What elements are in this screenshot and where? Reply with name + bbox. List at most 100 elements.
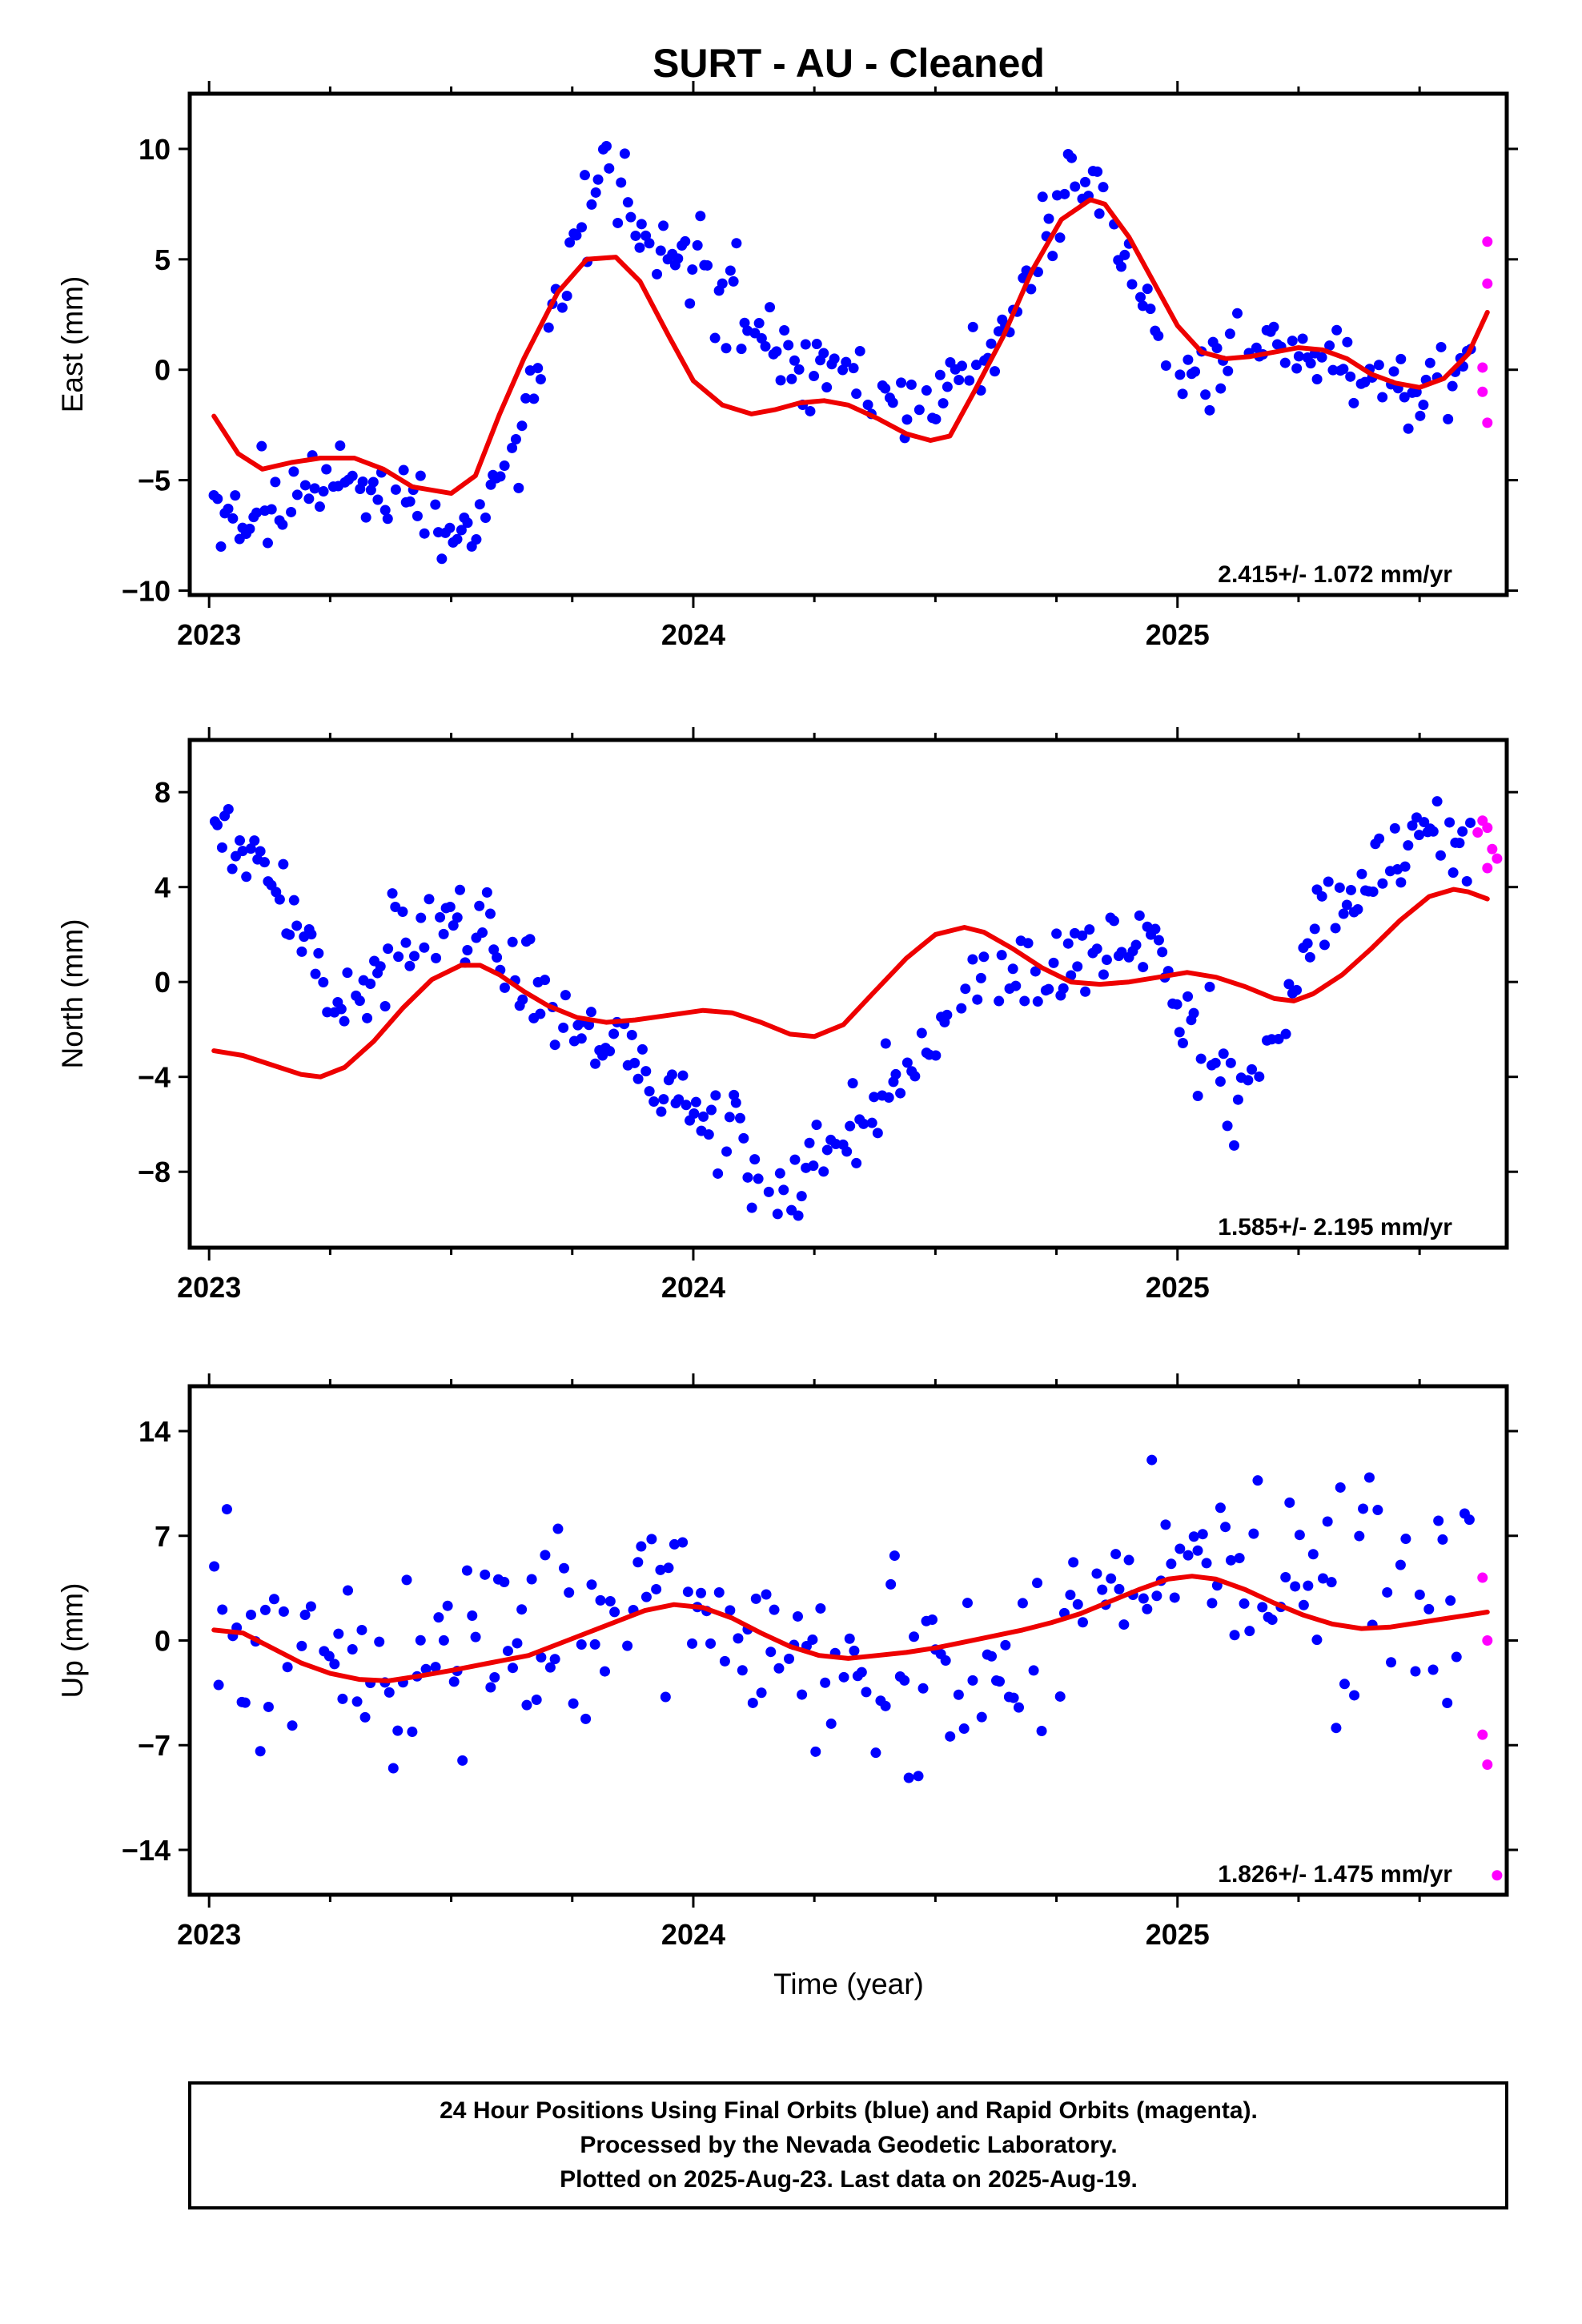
east-final-point	[495, 471, 506, 482]
up-final-point	[917, 1683, 929, 1694]
up-xtick-label: 2023	[177, 1918, 241, 1951]
east-final-point	[725, 265, 736, 276]
north-final-point	[1130, 939, 1142, 951]
up-final-point	[976, 1711, 987, 1723]
east-final-point	[930, 413, 942, 424]
up-final-point	[512, 1638, 523, 1649]
up-final-point	[1442, 1697, 1453, 1708]
east-final-point	[390, 484, 401, 495]
east-final-point	[444, 522, 456, 533]
east-final-point	[1115, 261, 1126, 272]
east-final-point	[1026, 283, 1037, 295]
up-final-point	[1138, 1593, 1149, 1604]
north-final-point	[1461, 875, 1472, 887]
up-final-point	[797, 1689, 808, 1700]
north-final-point	[1138, 962, 1149, 973]
east-final-point	[266, 504, 277, 515]
up-final-point	[1244, 1626, 1255, 1637]
up-final-point	[1280, 1572, 1291, 1583]
up-final-point	[913, 1771, 924, 1782]
north-ytick-label: 4	[155, 871, 171, 904]
up-final-point	[351, 1696, 363, 1707]
up-final-point	[838, 1671, 849, 1683]
up-final-point	[356, 1624, 367, 1635]
up-final-point	[442, 1600, 453, 1611]
north-final-point	[1174, 1027, 1185, 1038]
north-final-point	[1229, 1140, 1239, 1151]
east-final-point	[811, 339, 822, 350]
north-final-point	[1101, 955, 1112, 966]
north-final-point	[1171, 999, 1182, 1010]
north-final-point	[858, 1118, 869, 1129]
east-rapid-point	[1482, 278, 1493, 289]
up-final-point	[1326, 1577, 1337, 1588]
east-final-point	[783, 340, 794, 351]
east-final-point	[753, 318, 765, 329]
east-final-point	[634, 242, 645, 253]
up-final-point	[849, 1645, 860, 1656]
up-final-point	[1382, 1586, 1393, 1598]
up-plot-area	[209, 1454, 1503, 1881]
north-final-point	[1030, 966, 1041, 977]
up-final-point	[299, 1610, 311, 1621]
east-final-point	[262, 537, 273, 549]
east-final-point	[905, 379, 917, 390]
east-final-point	[535, 374, 546, 385]
up-final-point	[217, 1604, 228, 1615]
east-ytick-label: 10	[139, 133, 171, 166]
east-final-point	[1092, 166, 1103, 177]
up-final-point	[899, 1675, 910, 1686]
north-final-point	[972, 994, 983, 1005]
north-final-point	[1341, 899, 1352, 911]
up-final-point	[1036, 1725, 1047, 1736]
east-final-point	[658, 220, 669, 231]
north-final-point	[1080, 986, 1091, 997]
north-final-point	[1374, 833, 1385, 844]
up-final-point	[347, 1643, 358, 1655]
east-final-point	[277, 519, 288, 530]
north-final-point	[288, 895, 299, 906]
east-final-point	[1223, 365, 1234, 376]
up-final-point	[885, 1578, 897, 1590]
north-final-point	[1204, 981, 1215, 992]
north-final-point	[1007, 963, 1018, 975]
up-final-point	[1372, 1505, 1383, 1516]
east-final-point	[1293, 351, 1304, 362]
up-final-point	[1065, 1590, 1076, 1601]
north-final-point	[227, 863, 238, 875]
up-model-curve	[211, 1574, 1490, 1683]
up-final-point	[420, 1663, 432, 1675]
north-final-point	[558, 1022, 569, 1033]
east-final-point	[372, 494, 383, 505]
north-final-point	[845, 1120, 856, 1132]
up-final-point	[967, 1675, 978, 1686]
north-final-point	[322, 1007, 333, 1018]
up-final-point	[1146, 1454, 1158, 1466]
east-final-point	[335, 440, 346, 451]
up-final-point	[1106, 1573, 1117, 1584]
north-final-point	[880, 1038, 891, 1049]
east-ytick-label: 5	[155, 243, 171, 276]
footer-box: 24 Hour Positions Using Final Orbits (bl…	[188, 2081, 1508, 2209]
east-final-point	[1342, 336, 1353, 348]
east-final-point	[821, 382, 833, 393]
east-final-point	[818, 348, 829, 359]
north-final-point	[706, 1104, 717, 1116]
east-final-point	[1047, 251, 1058, 262]
north-ytick-label: −4	[138, 1061, 171, 1094]
north-final-point	[648, 1096, 660, 1108]
north-final-point	[549, 1039, 560, 1051]
north-final-point	[1403, 840, 1414, 851]
east-final-point	[1119, 249, 1130, 260]
north-final-point	[1210, 1057, 1221, 1068]
east-final-point	[1094, 208, 1105, 219]
east-final-point	[244, 523, 255, 534]
north-final-point	[419, 942, 430, 953]
north-final-point	[1058, 983, 1069, 994]
east-final-point	[309, 483, 320, 494]
up-xtick-label: 2025	[1146, 1918, 1210, 1951]
north-final-point	[841, 1146, 853, 1157]
north-final-point	[310, 968, 321, 979]
north-final-point	[393, 951, 404, 963]
north-final-point	[658, 1094, 669, 1105]
